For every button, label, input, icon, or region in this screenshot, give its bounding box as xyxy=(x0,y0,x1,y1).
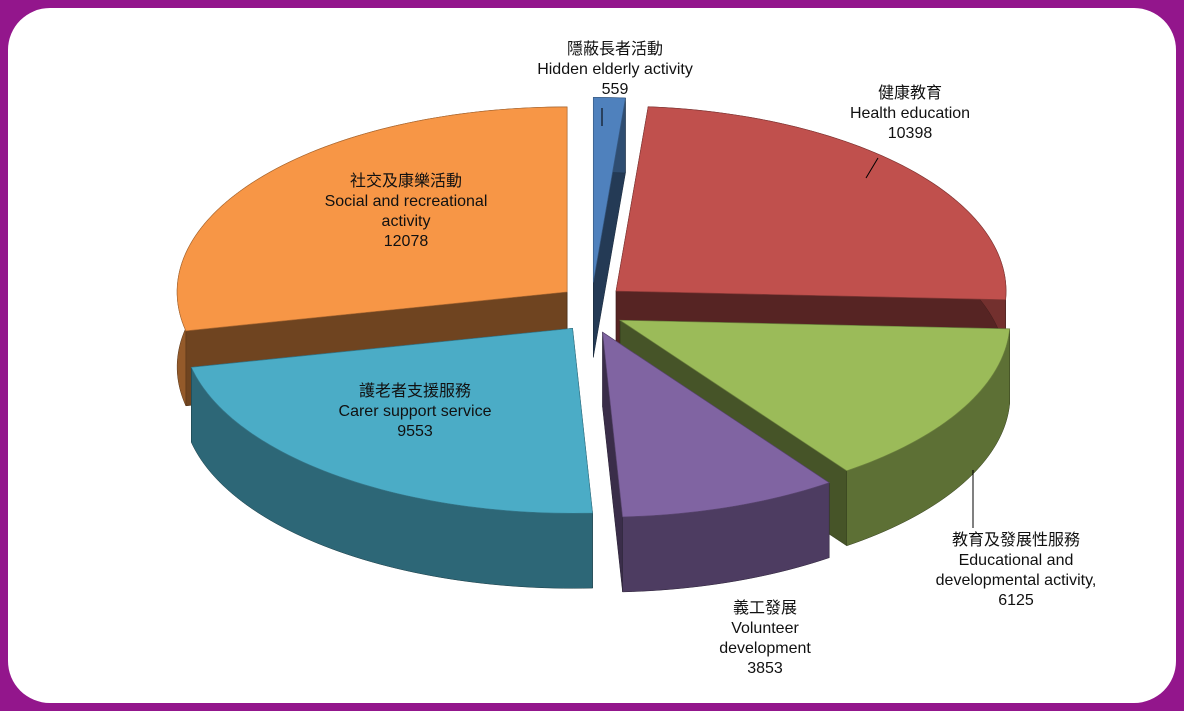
label-zh: 教育及發展性服務 xyxy=(951,532,1080,549)
label-value: 6125 xyxy=(998,592,1034,609)
label-en: Health education xyxy=(849,105,971,122)
label-en: Hidden elderly activity xyxy=(537,61,693,78)
label-value: 559 xyxy=(601,81,629,98)
label-en: Educational and developmental activity, xyxy=(935,552,1097,589)
slice-top xyxy=(602,331,830,518)
slice-label: 社交及康樂活動 Social and recreational activity… xyxy=(319,172,494,252)
slice-top xyxy=(618,319,1011,472)
label-zh: 義工發展 xyxy=(732,600,797,617)
slice-label: 教育及發展性服務 Educational and developmental a… xyxy=(931,531,1101,611)
slice-top xyxy=(592,97,626,283)
label-value: 12078 xyxy=(383,233,429,250)
label-en: Social and recreational activity xyxy=(324,193,488,230)
slice-label: 護老者支援服務 Carer support service 9553 xyxy=(315,382,515,442)
slice-top xyxy=(190,327,593,514)
label-en: Carer support service xyxy=(338,403,492,420)
slice-top xyxy=(615,106,1007,301)
label-zh: 健康教育 xyxy=(877,85,942,102)
label-value: 3853 xyxy=(747,660,783,677)
label-zh: 隱蔽長者活動 xyxy=(566,41,663,58)
label-value: 9553 xyxy=(397,423,433,440)
slice-top xyxy=(176,106,568,332)
slice-label: 健康教育 Health education 10398 xyxy=(820,84,1000,144)
slice-label: 隱蔽長者活動 Hidden elderly activity 559 xyxy=(515,40,715,100)
chart-panel: 隱蔽長者活動 Hidden elderly activity 559 健康教育 … xyxy=(8,8,1176,703)
label-zh: 社交及康樂活動 xyxy=(349,173,462,190)
slice-label: 義工發展 Volunteer development 3853 xyxy=(705,599,825,679)
leader-line xyxy=(865,157,879,179)
label-value: 10398 xyxy=(887,125,933,142)
chart xyxy=(176,97,1011,593)
label-en: Volunteer development xyxy=(719,620,811,657)
label-zh: 護老者支援服務 xyxy=(358,383,471,400)
